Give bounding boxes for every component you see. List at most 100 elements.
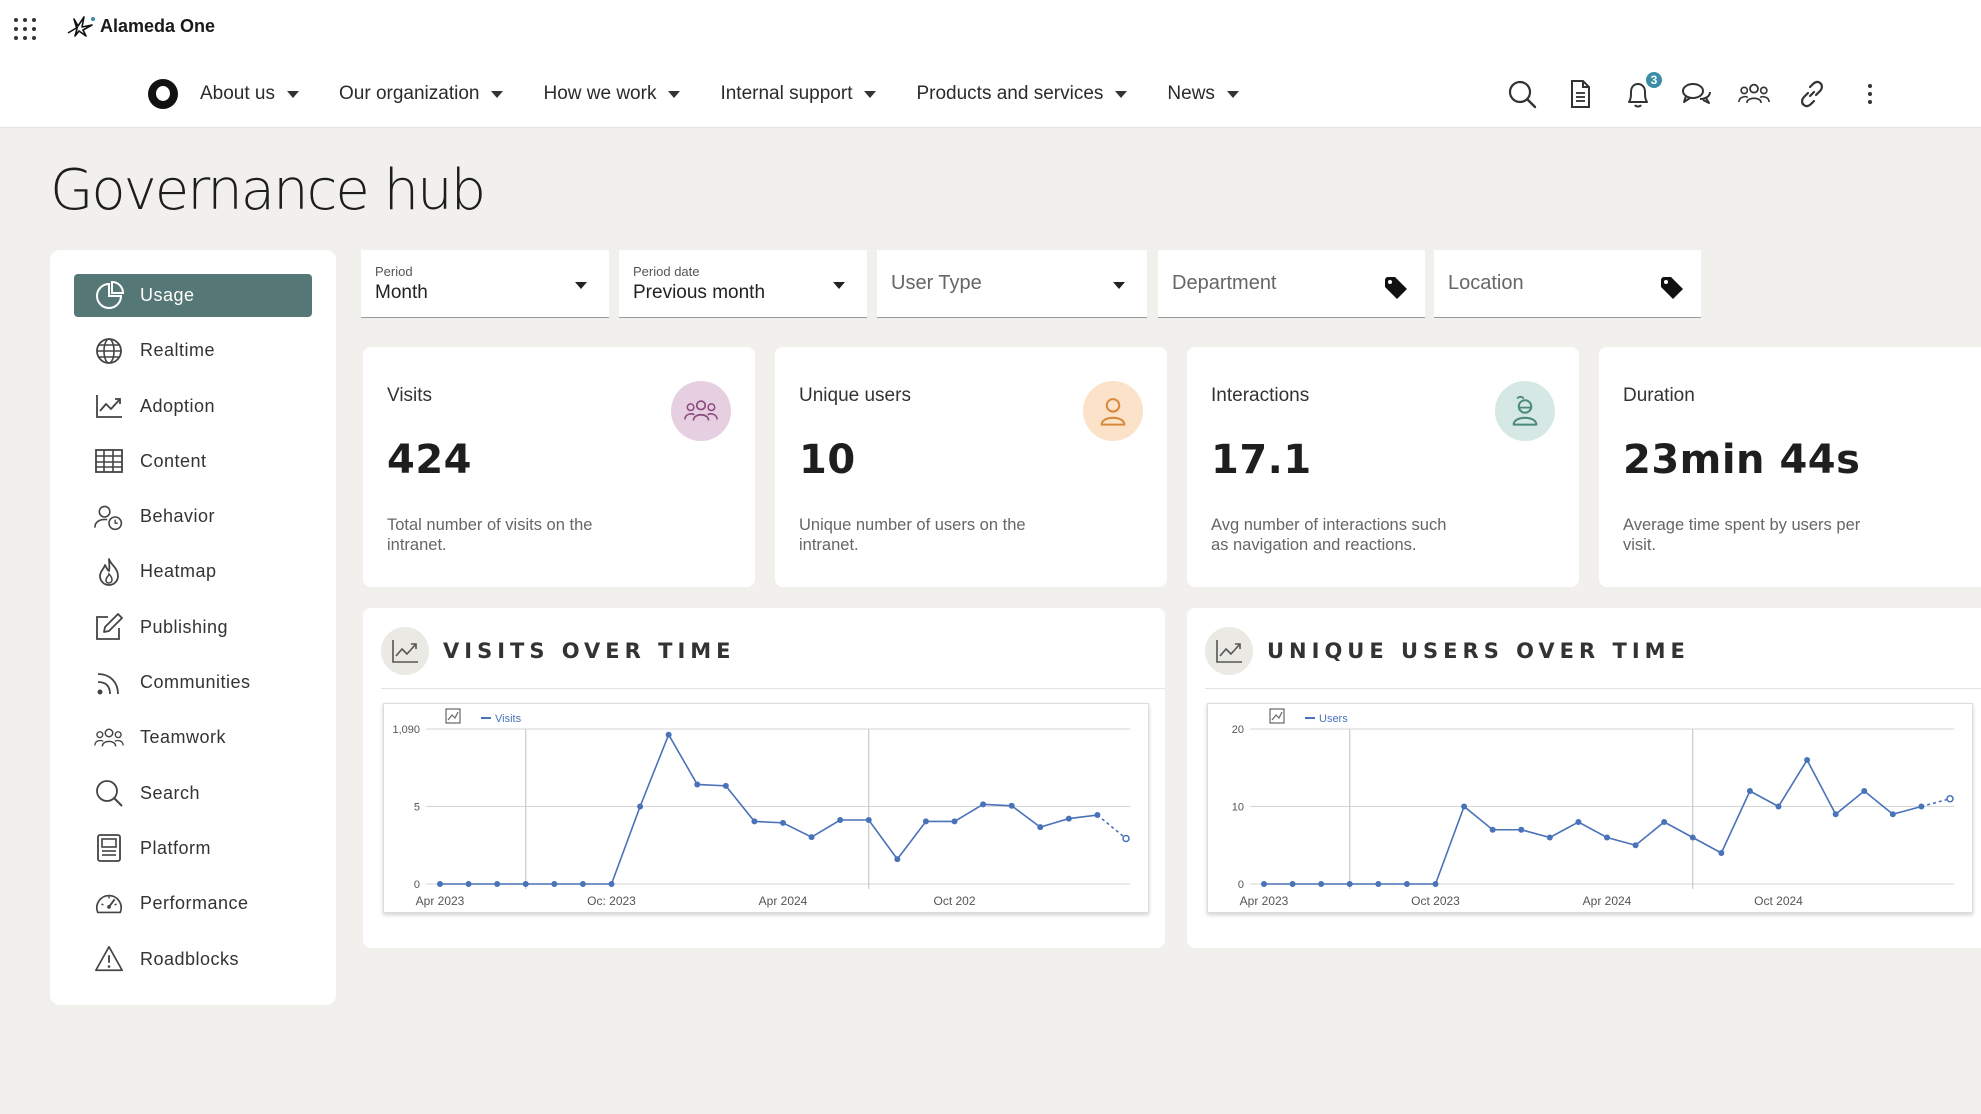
data-point bbox=[1518, 826, 1525, 833]
team-icon bbox=[94, 728, 124, 747]
data-point bbox=[1661, 819, 1668, 825]
sidebar-item-usage[interactable]: Usage bbox=[74, 274, 312, 317]
caret-down-icon bbox=[1115, 90, 1128, 98]
data-point bbox=[722, 782, 729, 789]
caret-down-icon bbox=[1113, 282, 1125, 289]
caret-down-icon bbox=[833, 282, 845, 289]
more-vertical-icon[interactable] bbox=[1848, 74, 1892, 114]
location-filter[interactable]: Location bbox=[1434, 250, 1701, 318]
period-date-label: Period date bbox=[633, 264, 700, 279]
sidebar-item-communities[interactable]: Communities bbox=[74, 661, 312, 704]
sidebar-item-behavior[interactable]: Behavior bbox=[74, 495, 312, 538]
x-tick-label: Oc: 2023 bbox=[587, 894, 636, 908]
data-point bbox=[1318, 881, 1325, 887]
stat-value: 424 bbox=[387, 437, 472, 483]
data-point bbox=[1546, 834, 1553, 841]
server-icon bbox=[97, 834, 121, 863]
data-point bbox=[951, 818, 958, 825]
sidebar-item-label: Content bbox=[140, 450, 207, 471]
nav-label: About us bbox=[200, 83, 275, 104]
period-date-select[interactable]: Period date Previous month bbox=[619, 250, 867, 318]
chart-header: UNIQUE USERS OVER TIME bbox=[1205, 626, 1690, 676]
sidebar-item-label: Roadblocks bbox=[140, 948, 240, 969]
data-point bbox=[1689, 834, 1696, 841]
home-logo-icon[interactable] bbox=[148, 79, 178, 109]
visits-chart: 0 5 1,090 Apr 2023 Oc: 2023 Apr 2024 Oct 202 Vi… bbox=[383, 703, 1149, 913]
unique-users-chart: 0 10 20 Apr 2023 Oct 2023 Apr 2024 Oct 2024 Use… bbox=[1207, 703, 1973, 913]
sidebar-item-performance[interactable]: Performance bbox=[74, 882, 312, 925]
bell-icon[interactable]: 3 bbox=[1616, 70, 1664, 114]
sidebar-item-label: Platform bbox=[140, 837, 212, 858]
sidebar-item-platform[interactable]: Platform bbox=[74, 827, 312, 870]
data-point bbox=[1346, 881, 1353, 887]
series-line bbox=[440, 732, 1098, 885]
nav-products-and-services[interactable]: Products and services bbox=[916, 83, 1128, 105]
location-placeholder: Location bbox=[1448, 272, 1524, 294]
data-point bbox=[1403, 881, 1410, 887]
data-point bbox=[579, 881, 586, 887]
link-icon[interactable] bbox=[1790, 74, 1834, 114]
data-point bbox=[551, 881, 558, 887]
x-tick-label: Apr 2024 bbox=[759, 894, 808, 908]
search-icon[interactable] bbox=[1500, 74, 1544, 114]
nav-about-us[interactable]: About us bbox=[200, 83, 299, 105]
sidebar-item-content[interactable]: Content bbox=[74, 440, 312, 483]
sidebar-item-search[interactable]: Search bbox=[74, 772, 312, 815]
chat-icon[interactable] bbox=[1674, 74, 1718, 114]
sidebar-item-label: Heatmap bbox=[140, 561, 217, 582]
app-launcher-icon[interactable] bbox=[14, 18, 36, 40]
data-point bbox=[694, 781, 701, 788]
nav-label: Products and services bbox=[916, 83, 1104, 104]
series-line bbox=[1264, 758, 1922, 885]
nav-news[interactable]: News bbox=[1167, 83, 1239, 105]
tag-icon bbox=[1661, 277, 1683, 299]
page-title: Governance hub bbox=[50, 158, 486, 223]
data-point bbox=[665, 731, 672, 738]
user-type-select[interactable]: User Type bbox=[877, 250, 1147, 318]
brand[interactable]: Alameda One bbox=[66, 15, 215, 37]
document-icon[interactable] bbox=[1558, 74, 1602, 114]
data-point bbox=[1804, 757, 1811, 763]
data-point bbox=[1008, 802, 1015, 809]
unique-users-over-time-panel: UNIQUE USERS OVER TIME 0 10 20 Apr 2023 Oct … bbox=[1187, 608, 1981, 948]
top-bar: Alameda One About us Our organization Ho… bbox=[0, 0, 1981, 128]
stat-value: 10 bbox=[799, 437, 856, 483]
sidebar-item-heatmap[interactable]: Heatmap bbox=[74, 550, 312, 593]
nav-internal-support[interactable]: Internal support bbox=[720, 83, 877, 105]
x-tick-label: Oct 202 bbox=[933, 894, 975, 908]
divider bbox=[381, 688, 1165, 689]
search-icon bbox=[96, 780, 123, 807]
people-icon[interactable] bbox=[1732, 74, 1776, 114]
department-filter[interactable]: Department bbox=[1158, 250, 1425, 318]
period-select[interactable]: Period Month bbox=[361, 250, 609, 318]
sidebar-item-adoption[interactable]: Adoption bbox=[74, 385, 312, 428]
sidebar-item-realtime[interactable]: Realtime bbox=[74, 329, 312, 372]
data-point bbox=[837, 817, 844, 824]
data-point bbox=[1575, 819, 1582, 825]
user-interact-icon bbox=[1495, 381, 1555, 441]
nav-how-we-work[interactable]: How we work bbox=[543, 83, 681, 105]
data-point bbox=[1832, 811, 1839, 818]
sidebar-item-publishing[interactable]: Publishing bbox=[74, 606, 312, 649]
caret-down-icon bbox=[575, 282, 587, 289]
data-point bbox=[1289, 881, 1296, 887]
stat-card-duration: Duration 23min 44s Average time spent by… bbox=[1599, 347, 1981, 587]
visits-over-time-panel: VISITS OVER TIME 0 5 1,090 Apr 2023 Oc: 2023… bbox=[363, 608, 1165, 948]
y-tick-label: 20 bbox=[1232, 724, 1244, 736]
sidebar-item-label: Performance bbox=[140, 893, 249, 914]
sidebar-item-label: Usage bbox=[140, 285, 195, 305]
caret-down-icon bbox=[864, 90, 877, 98]
tag-icon bbox=[1385, 277, 1407, 299]
warning-icon bbox=[95, 946, 123, 972]
stat-description: Total number of visits on the intranet. bbox=[387, 516, 593, 554]
divider bbox=[1205, 688, 1981, 689]
data-point bbox=[980, 801, 987, 808]
chart-title: UNIQUE USERS OVER TIME bbox=[1267, 639, 1690, 663]
x-tick-label: Apr 2023 bbox=[1240, 894, 1289, 908]
data-point bbox=[1918, 803, 1925, 810]
data-point bbox=[1461, 803, 1468, 810]
sidebar-item-roadblocks[interactable]: Roadblocks bbox=[74, 938, 312, 981]
sidebar-item-teamwork[interactable]: Teamwork bbox=[74, 716, 312, 759]
chart-type-icon bbox=[1269, 708, 1285, 724]
nav-our-organization[interactable]: Our organization bbox=[339, 83, 504, 105]
